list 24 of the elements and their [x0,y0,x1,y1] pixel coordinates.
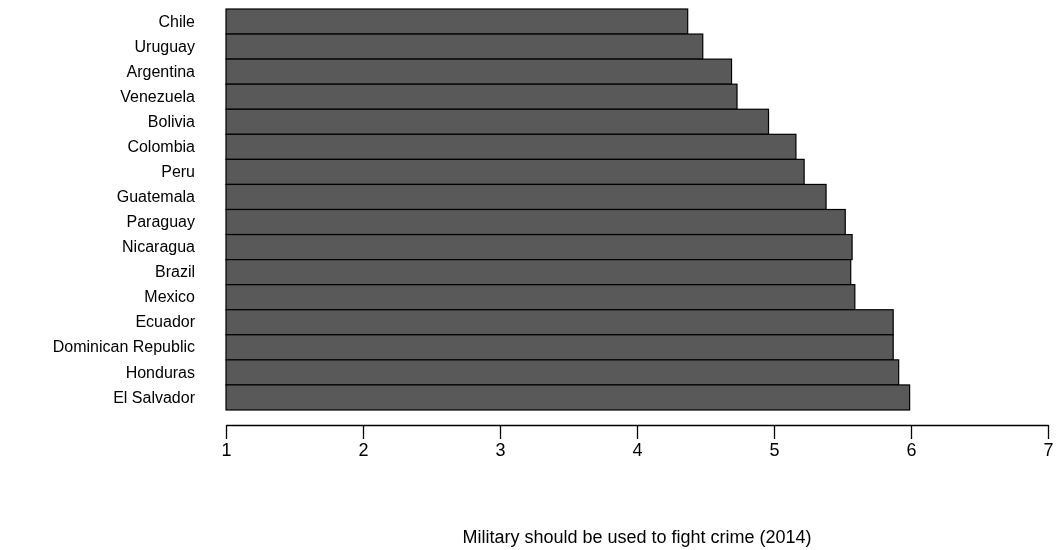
y-tick-label: Chile [158,12,196,30]
y-tick-label: Honduras [125,363,195,381]
y-tick-label: Guatemala [116,188,196,206]
y-tick-label: Argentina [126,62,196,80]
y-tick-label: Paraguay [126,213,195,231]
y-tick-label: Ecuador [135,313,196,331]
y-tick-label: Nicaragua [122,238,196,256]
x-tick-label: 6 [906,439,917,460]
x-axis-title: Military should be used to fight crime (2014) [462,527,812,547]
x-tick-label: 7 [1043,439,1054,460]
x-tick-label: 1 [221,439,232,460]
y-tick-label: Brazil [154,263,195,281]
y-tick-label: Uruguay [134,37,195,55]
y-tick-label: Dominican Republic [52,338,195,356]
x-tick-label: 4 [632,439,643,460]
y-tick-label: Peru [161,163,195,181]
x-tick-label: 2 [358,439,369,460]
y-tick-label: Bolivia [147,112,196,130]
y-tick-label: El Salvador [113,388,196,406]
x-tick-label: 3 [495,439,506,460]
y-tick-label: Colombia [127,137,196,155]
x-tick-label: 5 [769,439,780,460]
y-tick-label: Mexico [144,288,196,306]
y-tick-label: Venezuela [120,87,196,105]
